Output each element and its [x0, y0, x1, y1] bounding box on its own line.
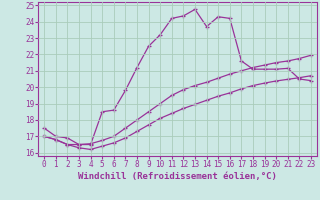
X-axis label: Windchill (Refroidissement éolien,°C): Windchill (Refroidissement éolien,°C): [78, 172, 277, 181]
